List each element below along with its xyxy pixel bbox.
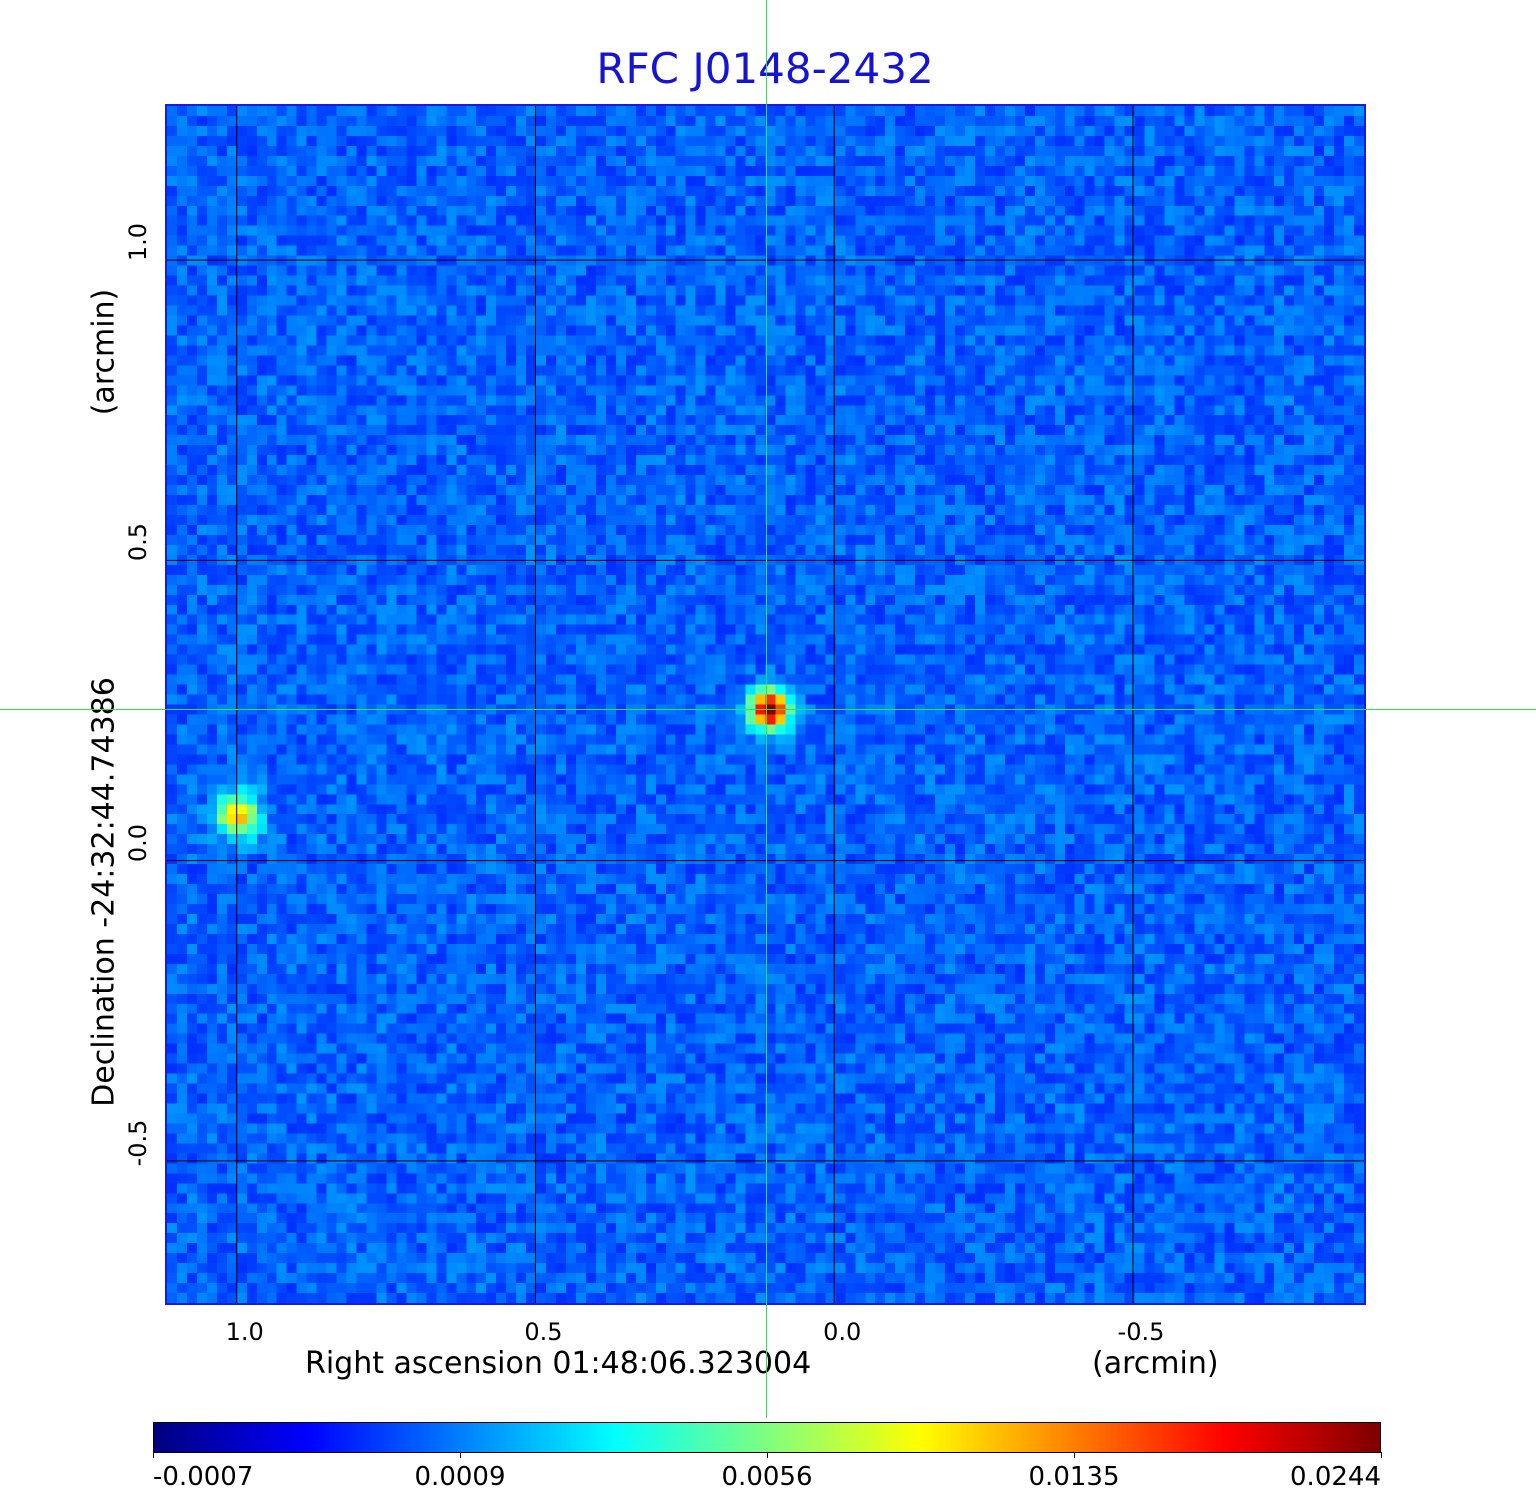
crosshair-horizontal-line xyxy=(0,709,1536,710)
colorbar-tick-label: 0.0009 xyxy=(414,1462,506,1492)
chart-title: RFC J0148-2432 xyxy=(596,44,934,93)
y-axis-label: Declination -24:32:44.74386 xyxy=(86,677,122,1107)
image-plot-area[interactable] xyxy=(165,104,1366,1305)
colorbar-tick-mark xyxy=(767,1452,768,1458)
x-tick-label: 1.0 xyxy=(225,1318,264,1346)
x-axis-unit: (arcmin) xyxy=(1092,1346,1219,1381)
y-tick-label: -0.5 xyxy=(124,1119,152,1167)
colorbar xyxy=(153,1422,1381,1453)
x-tick-label: 0.0 xyxy=(823,1318,862,1346)
colorbar-tick-mark xyxy=(460,1452,461,1458)
colorbar-tick-mark xyxy=(1381,1452,1382,1458)
intensity-map xyxy=(167,106,1364,1303)
colorbar-tick-mark xyxy=(1074,1452,1075,1458)
colorbar-tick-label: -0.0007 xyxy=(153,1462,254,1492)
y-tick-label: 1.0 xyxy=(124,223,152,262)
x-axis-label: Right ascension 01:48:06.323004 xyxy=(305,1346,812,1381)
colorbar-tick-label: 0.0135 xyxy=(1028,1462,1120,1492)
colorbar-tick-label: 0.0056 xyxy=(721,1462,813,1492)
colorbar-tick-label: 0.0244 xyxy=(1290,1462,1381,1492)
colorbar-tick-mark xyxy=(153,1452,154,1458)
coordinate-grid xyxy=(167,106,1364,1303)
y-tick-label: 0.0 xyxy=(124,823,152,862)
y-tick-label: 0.5 xyxy=(124,523,152,562)
x-tick-label: -0.5 xyxy=(1117,1318,1165,1346)
y-axis-unit: (arcmin) xyxy=(86,288,122,416)
x-tick-label: 0.5 xyxy=(524,1318,563,1346)
